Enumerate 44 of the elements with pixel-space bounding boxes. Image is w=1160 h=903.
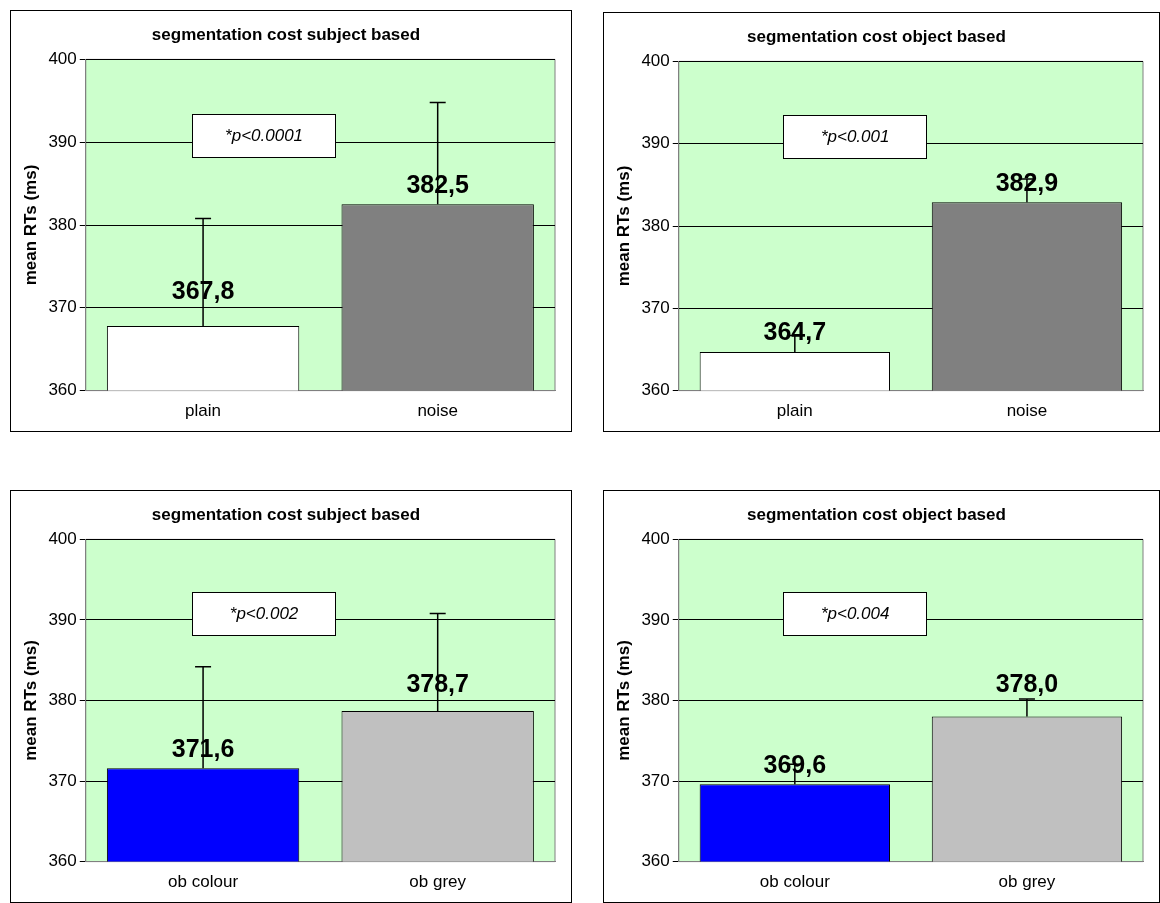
note-box: *p<0.001 (783, 115, 928, 160)
y-tick-label: 400 (641, 51, 670, 71)
note-box: *p<0.0001 (192, 113, 337, 158)
x-tick-label: plain (776, 401, 813, 421)
y-tick-label: 400 (641, 529, 670, 549)
y-axis-title: mean RTs (ms) (613, 640, 633, 761)
chart-title: segmentation cost subject based (151, 504, 421, 524)
note-box: *p<0.002 (192, 591, 337, 636)
y-tick-label: 370 (641, 770, 670, 790)
y-tick-label: 390 (641, 609, 670, 629)
data-label: 382,9 (995, 167, 1059, 196)
y-tick-label: 380 (48, 690, 77, 710)
data-label: 364,7 (763, 317, 827, 346)
y-tick-label: 360 (48, 851, 77, 871)
x-tick-label: plain (185, 401, 222, 421)
x-tick-label: ob grey (998, 872, 1056, 892)
y-tick-label: 400 (48, 529, 77, 549)
y-axis-title: mean RTs (ms) (20, 640, 40, 761)
y-tick-label: 370 (641, 297, 670, 317)
y-tick-label: 400 (48, 49, 77, 69)
y-axis-title: mean RTs (ms) (20, 164, 40, 286)
x-tick-label: ob grey (409, 872, 467, 892)
data-label: 369,6 (763, 749, 827, 778)
x-tick-label: noise (1006, 401, 1048, 421)
chart-title: segmentation cost object based (747, 26, 1006, 46)
x-tick-label: ob colour (759, 872, 831, 892)
y-axis-title: mean RTs (ms) (613, 165, 633, 287)
data-label: 378,0 (995, 668, 1059, 697)
y-tick-label: 370 (48, 770, 77, 790)
chart-title: segmentation cost subject based (151, 24, 421, 44)
x-tick-label: noise (417, 401, 459, 421)
y-tick-label: 380 (641, 215, 670, 235)
y-tick-label: 360 (641, 380, 670, 400)
y-tick-label: 360 (641, 851, 670, 871)
y-tick-label: 390 (48, 131, 77, 151)
y-tick-label: 370 (48, 297, 77, 317)
y-tick-label: 360 (48, 380, 77, 400)
x-tick-label: ob colour (168, 872, 239, 892)
note-box: *p<0.004 (783, 591, 928, 636)
y-tick-label: 380 (48, 214, 77, 234)
y-tick-label: 380 (641, 690, 670, 710)
chart-title: segmentation cost object based (747, 504, 1006, 524)
y-tick-label: 390 (48, 609, 77, 629)
y-tick-label: 390 (641, 133, 670, 153)
